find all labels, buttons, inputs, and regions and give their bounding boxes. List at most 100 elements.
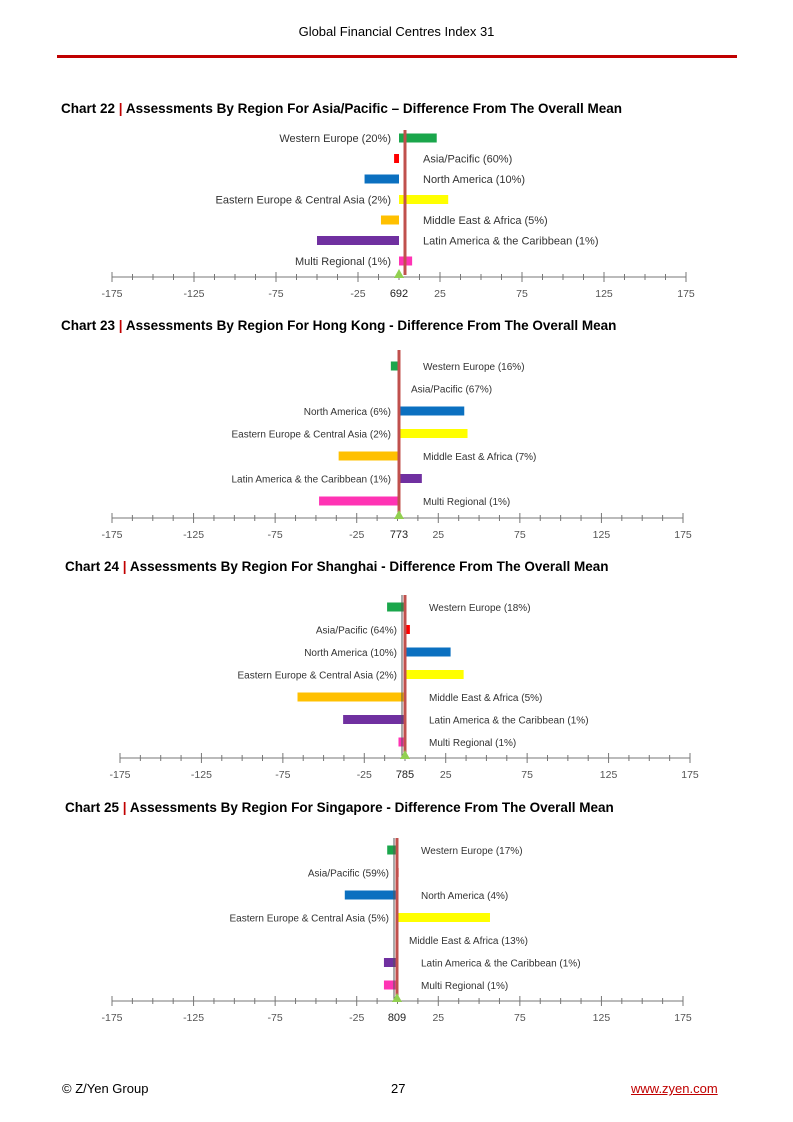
- chart-22-tick-label--25: -25: [350, 288, 365, 300]
- chart-23-tick-label-25: 25: [432, 529, 444, 541]
- chart-23-title: Chart 23 | Assessments By Region For Hon…: [61, 318, 616, 333]
- chart-25-category-label-5: Middle East & Africa (13%): [409, 936, 528, 947]
- chart-22-title-prefix: Chart 22: [61, 101, 116, 116]
- chart-24-tick-label-25: 25: [440, 769, 452, 781]
- chart-23-mean-label: 773: [390, 529, 408, 541]
- chart-23-category-label-5: Middle East & Africa (7%): [423, 452, 536, 463]
- chart-24-tick-label--175: -175: [109, 769, 130, 781]
- header-rule: [57, 55, 737, 58]
- chart-23-bar-5: [338, 451, 399, 461]
- chart-23-category-label-6: Latin America & the Caribbean (1%): [231, 475, 391, 486]
- chart-23-bar-3: [399, 406, 465, 416]
- chart-24-category-label-6: Latin America & the Caribbean (1%): [429, 716, 589, 727]
- chart-25-tick-label--125: -125: [183, 1012, 204, 1024]
- chart-25-bar-1: [387, 845, 397, 855]
- chart-25-title-separator: |: [122, 800, 127, 815]
- chart-24-bar-5: [297, 692, 405, 702]
- chart-25-category-label-1: Western Europe (17%): [421, 846, 523, 857]
- chart-25-bar-4: [397, 913, 490, 922]
- chart-22-tick-label--125: -125: [183, 288, 204, 300]
- chart-25-category-label-2: Asia/Pacific (59%): [308, 869, 389, 880]
- chart-24-title-prefix: Chart 24: [65, 559, 120, 574]
- chart-24: Western Europe (18%) Asia/Pacific (64%) No…: [109, 595, 699, 781]
- chart-23-title-prefix: Chart 23: [61, 318, 116, 333]
- chart-23-tick-label-75: 75: [514, 529, 526, 541]
- chart-24-category-label-2: Asia/Pacific (64%): [316, 626, 397, 637]
- chart-24-tick-label--125: -125: [191, 769, 212, 781]
- chart-23-title-separator: |: [118, 318, 123, 333]
- chart-24-category-label-1: Western Europe (18%): [429, 603, 531, 614]
- chart-22-tick-label-125: 125: [595, 288, 613, 300]
- chart-23-title-text: Assessments By Region For Hong Kong - Di…: [125, 318, 617, 333]
- chart-24-category-label-3: North America (10%): [304, 648, 397, 659]
- chart-22-category-label-4: Eastern Europe & Central Asia (2%): [216, 195, 391, 207]
- chart-22-tick-label--175: -175: [101, 288, 122, 300]
- chart-22-category-label-1: Western Europe (20%): [279, 133, 391, 145]
- chart-24-tick-label-175: 175: [681, 769, 699, 781]
- chart-23-bar-6: [399, 474, 422, 483]
- chart-25-category-label-6: Latin America & the Caribbean (1%): [421, 959, 581, 970]
- chart-23-category-label-7: Multi Regional (1%): [423, 497, 510, 508]
- chart-24-tick-label-125: 125: [600, 769, 618, 781]
- chart-24-bar-6: [343, 715, 405, 724]
- chart-22-tick-label-75: 75: [516, 288, 528, 300]
- chart-22-bar-4: [399, 195, 449, 204]
- chart-23-category-label-3: North America (6%): [304, 407, 391, 418]
- chart-22: Western Europe (20%) Asia/Pacific (60%) No…: [101, 130, 695, 300]
- chart-25-tick-label-25: 25: [432, 1012, 444, 1024]
- chart-23-bar-4: [399, 429, 468, 438]
- chart-22-mean-marker: [394, 269, 404, 278]
- chart-22-category-label-2: Asia/Pacific (60%): [423, 154, 512, 166]
- chart-25-category-label-4: Eastern Europe & Central Asia (5%): [229, 914, 389, 925]
- chart-25-title-prefix: Chart 25: [65, 800, 120, 815]
- chart-24-tick-label--75: -75: [275, 769, 290, 781]
- chart-24-title: Chart 24 | Assessments By Region For Sha…: [65, 559, 608, 574]
- chart-24-category-label-4: Eastern Europe & Central Asia (2%): [237, 671, 397, 682]
- chart-23-tick-label-175: 175: [674, 529, 692, 541]
- chart-24-category-label-7: Multi Regional (1%): [429, 738, 516, 749]
- chart-25: Western Europe (17%) Asia/Pacific (59%) No…: [101, 838, 692, 1024]
- chart-23-bar-7: [319, 496, 399, 506]
- chart-24-title-separator: |: [122, 559, 127, 574]
- chart-25-bar-6: [383, 958, 397, 967]
- chart-25-tick-label--25: -25: [349, 1012, 364, 1024]
- chart-22-bar-3: [364, 174, 399, 184]
- chart-25-mean-marker: [392, 993, 402, 1002]
- chart-23-tick-label--125: -125: [183, 529, 204, 541]
- chart-22-title-text: Assessments By Region For Asia/Pacific –…: [125, 101, 622, 116]
- chart-22-bar-5: [380, 215, 399, 225]
- chart-22-title: Chart 22 | Assessments By Region For Asi…: [61, 101, 622, 116]
- chart-22-tick-label-175: 175: [677, 288, 695, 300]
- chart-23-tick-label-125: 125: [593, 529, 611, 541]
- chart-25-tick-label-125: 125: [593, 1012, 611, 1024]
- chart-25-tick-label-75: 75: [514, 1012, 526, 1024]
- chart-23: Western Europe (16%) Asia/Pacific (67%) No…: [101, 350, 692, 541]
- chart-22-category-label-3: North America (10%): [423, 174, 525, 186]
- chart-22-category-label-7: Multi Regional (1%): [295, 256, 391, 268]
- chart-25-mean-label: 809: [388, 1012, 406, 1024]
- chart-23-tick-label--25: -25: [349, 529, 364, 541]
- chart-24-mean-marker: [400, 750, 410, 759]
- chart-24-category-label-5: Middle East & Africa (5%): [429, 693, 542, 704]
- chart-25-category-label-7: Multi Regional (1%): [421, 981, 508, 992]
- chart-24-bar-1: [387, 602, 405, 612]
- chart-22-mean-label: 692: [390, 288, 408, 300]
- footer-copyright: © Z/Yen Group: [62, 1081, 149, 1096]
- chart-25-bar-7: [383, 980, 397, 990]
- chart-22-tick-label--75: -75: [268, 288, 283, 300]
- chart-25-title-text: Assessments By Region For Singapore - Di…: [129, 800, 614, 815]
- chart-22-bar-6: [317, 236, 399, 245]
- chart-22-bar-2: [394, 154, 399, 163]
- chart-25-tick-label--175: -175: [101, 1012, 122, 1024]
- chart-25-title: Chart 25 | Assessments By Region For Sin…: [65, 800, 614, 815]
- chart-22-tick-label-25: 25: [434, 288, 446, 300]
- chart-24-bar-3: [405, 647, 451, 657]
- chart-23-category-label-4: Eastern Europe & Central Asia (2%): [231, 430, 391, 441]
- chart-25-tick-label--75: -75: [268, 1012, 283, 1024]
- chart-24-tick-label--25: -25: [357, 769, 372, 781]
- chart-23-tick-label--175: -175: [101, 529, 122, 541]
- chart-22-category-label-6: Latin America & the Caribbean (1%): [423, 236, 598, 248]
- footer-website-link[interactable]: www.zyen.com: [631, 1081, 718, 1096]
- chart-24-mean-label: 785: [396, 769, 414, 781]
- chart-23-bar-1: [390, 361, 399, 371]
